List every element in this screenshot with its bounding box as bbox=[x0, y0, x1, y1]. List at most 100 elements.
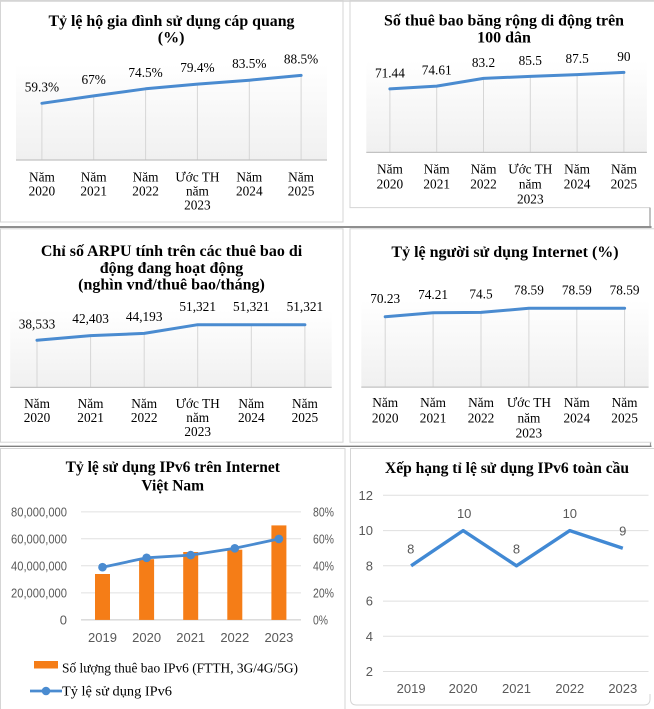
svg-text:năm: năm bbox=[517, 410, 541, 425]
svg-text:2021: 2021 bbox=[80, 183, 107, 198]
svg-text:Tỷ lệ sử dụng IPv6: Tỷ lệ sử dụng IPv6 bbox=[62, 685, 172, 700]
svg-text:74.5%: 74.5% bbox=[128, 65, 162, 80]
svg-text:(nghìn vnđ/thuê bao/tháng): (nghìn vnđ/thuê bao/tháng) bbox=[78, 277, 265, 294]
svg-text:2: 2 bbox=[366, 664, 373, 679]
svg-text:2022: 2022 bbox=[132, 183, 159, 198]
svg-text:2021: 2021 bbox=[423, 177, 450, 192]
svg-text:2021: 2021 bbox=[420, 410, 447, 425]
svg-text:Năm: Năm bbox=[424, 162, 451, 177]
svg-text:78.59: 78.59 bbox=[610, 283, 640, 298]
svg-text:2024: 2024 bbox=[236, 183, 263, 198]
svg-text:Năm: Năm bbox=[238, 396, 265, 411]
svg-text:năm: năm bbox=[186, 183, 210, 198]
svg-text:Ước TH: Ước TH bbox=[175, 169, 219, 184]
svg-text:20%: 20% bbox=[313, 585, 334, 600]
svg-text:78.59: 78.59 bbox=[562, 283, 592, 298]
svg-text:Năm: Năm bbox=[471, 162, 498, 177]
svg-text:2019: 2019 bbox=[397, 681, 426, 696]
svg-text:2022: 2022 bbox=[220, 630, 249, 645]
svg-text:2020: 2020 bbox=[132, 630, 161, 645]
svg-text:2021: 2021 bbox=[502, 681, 531, 696]
svg-text:Tỷ lệ người sử dụng Internet (: Tỷ lệ người sử dụng Internet (%) bbox=[391, 244, 618, 261]
svg-text:Năm: Năm bbox=[292, 396, 319, 411]
svg-text:80%: 80% bbox=[313, 504, 334, 519]
svg-text:40%: 40% bbox=[313, 558, 334, 573]
svg-text:83.5%: 83.5% bbox=[232, 56, 266, 71]
svg-text:năm: năm bbox=[519, 177, 543, 192]
svg-text:79.4%: 79.4% bbox=[180, 60, 214, 75]
svg-text:Năm: Năm bbox=[236, 169, 263, 184]
svg-text:Năm: Năm bbox=[131, 396, 158, 411]
svg-text:2023: 2023 bbox=[184, 198, 211, 213]
svg-text:10: 10 bbox=[359, 523, 373, 538]
svg-text:2025: 2025 bbox=[611, 410, 638, 425]
svg-text:6: 6 bbox=[366, 594, 373, 609]
svg-text:Năm: Năm bbox=[24, 396, 51, 411]
svg-text:8: 8 bbox=[407, 542, 414, 557]
svg-text:67%: 67% bbox=[82, 72, 106, 87]
svg-text:2023: 2023 bbox=[517, 192, 544, 207]
svg-text:2022: 2022 bbox=[555, 681, 584, 696]
svg-text:2023: 2023 bbox=[184, 424, 211, 439]
svg-text:Năm: Năm bbox=[611, 162, 638, 177]
svg-text:38,533: 38,533 bbox=[19, 316, 56, 331]
svg-text:2025: 2025 bbox=[288, 183, 315, 198]
svg-text:2019: 2019 bbox=[88, 630, 117, 645]
svg-text:Năm: Năm bbox=[612, 395, 639, 410]
svg-text:87.5: 87.5 bbox=[565, 51, 589, 66]
svg-text:2023: 2023 bbox=[516, 425, 543, 440]
svg-text:2022: 2022 bbox=[468, 410, 495, 425]
svg-text:2025: 2025 bbox=[611, 177, 638, 192]
svg-text:2020: 2020 bbox=[377, 177, 404, 192]
svg-text:2023: 2023 bbox=[264, 630, 293, 645]
svg-text:44,193: 44,193 bbox=[126, 309, 163, 324]
svg-text:2020: 2020 bbox=[372, 410, 399, 425]
svg-text:Chỉ số ARPU tính trên các thuê: Chỉ số ARPU tính trên các thuê bao di bbox=[41, 243, 303, 260]
svg-text:0%: 0% bbox=[313, 612, 328, 627]
svg-text:8: 8 bbox=[513, 542, 520, 557]
svg-text:2020: 2020 bbox=[29, 183, 56, 198]
svg-text:51,321: 51,321 bbox=[287, 299, 324, 314]
svg-text:2023: 2023 bbox=[608, 681, 637, 696]
svg-text:2024: 2024 bbox=[564, 177, 591, 192]
svg-text:9: 9 bbox=[619, 524, 626, 539]
svg-text:74.61: 74.61 bbox=[422, 63, 452, 78]
svg-text:Năm: Năm bbox=[468, 395, 495, 410]
svg-text:Tỷ lệ sử dụng IPv6 trên Intern: Tỷ lệ sử dụng IPv6 trên Internet bbox=[66, 459, 281, 476]
svg-text:10: 10 bbox=[457, 506, 471, 521]
svg-text:42,403: 42,403 bbox=[72, 311, 109, 326]
svg-text:10: 10 bbox=[563, 506, 577, 521]
svg-text:2020: 2020 bbox=[24, 410, 51, 425]
svg-text:59.3%: 59.3% bbox=[25, 79, 59, 94]
svg-text:60%: 60% bbox=[313, 531, 334, 546]
svg-text:85.5: 85.5 bbox=[519, 53, 543, 68]
svg-text:74.21: 74.21 bbox=[418, 287, 448, 302]
svg-text:40,000,000: 40,000,000 bbox=[11, 558, 67, 573]
svg-text:100 dân: 100 dân bbox=[477, 29, 531, 46]
svg-text:51,321: 51,321 bbox=[233, 299, 270, 314]
svg-text:năm: năm bbox=[186, 410, 210, 425]
svg-text:12: 12 bbox=[359, 488, 373, 503]
svg-text:90: 90 bbox=[617, 49, 631, 64]
svg-text:78.59: 78.59 bbox=[514, 283, 544, 298]
svg-text:Năm: Năm bbox=[372, 395, 399, 410]
svg-text:Năm: Năm bbox=[288, 169, 315, 184]
svg-text:Việt Nam: Việt Nam bbox=[141, 477, 204, 494]
svg-text:Tỷ lệ hộ gia đình sử dụng cáp: Tỷ lệ hộ gia đình sử dụng cáp quang bbox=[49, 13, 295, 30]
svg-text:88.5%: 88.5% bbox=[284, 51, 318, 66]
svg-text:74.5: 74.5 bbox=[469, 287, 493, 302]
svg-text:Năm: Năm bbox=[564, 395, 591, 410]
svg-text:2021: 2021 bbox=[77, 410, 104, 425]
svg-text:2022: 2022 bbox=[470, 177, 497, 192]
svg-text:2020: 2020 bbox=[449, 681, 478, 696]
svg-text:2024: 2024 bbox=[238, 410, 265, 425]
svg-text:Số thuê bao băng rộng di động: Số thuê bao băng rộng di động trên bbox=[384, 13, 624, 30]
svg-text:71.44: 71.44 bbox=[375, 65, 405, 80]
svg-text:2021: 2021 bbox=[176, 630, 205, 645]
svg-text:20,000,000: 20,000,000 bbox=[11, 585, 67, 600]
svg-text:Năm: Năm bbox=[81, 169, 108, 184]
svg-text:động đang hoạt động: động đang hoạt động bbox=[100, 260, 244, 277]
svg-text:83.2: 83.2 bbox=[472, 55, 495, 70]
svg-text:Ước TH: Ước TH bbox=[507, 395, 551, 410]
svg-text:2022: 2022 bbox=[131, 410, 158, 425]
